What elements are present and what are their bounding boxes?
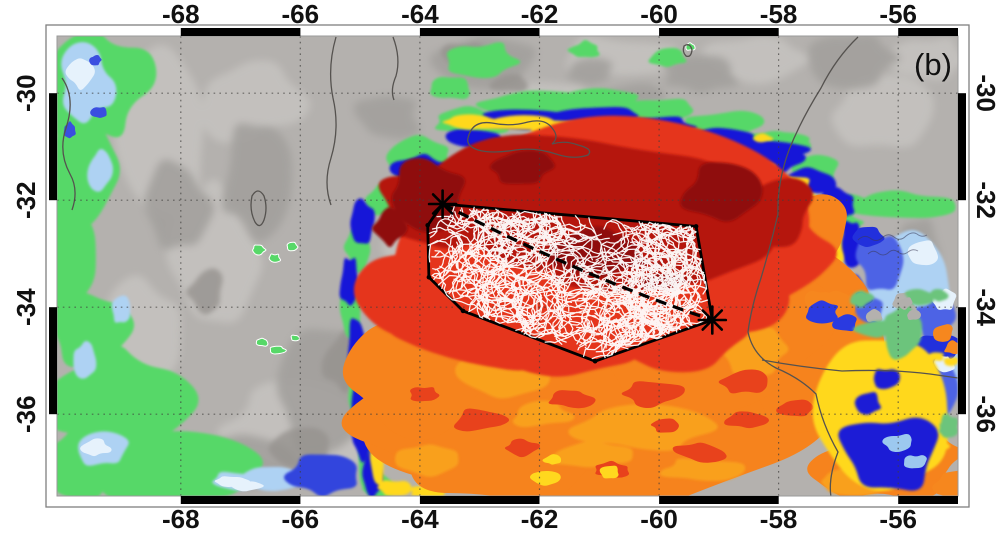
tick-top--68: -68	[162, 0, 200, 29]
tick-top--60: -60	[640, 0, 678, 29]
tick-left--36: -36	[11, 395, 41, 433]
tick-top--64: -64	[401, 0, 439, 29]
frame-border	[45, 24, 970, 508]
frame-checker-segment	[898, 28, 958, 36]
tick-bottom--60: -60	[640, 504, 678, 534]
tick-bottom--66: -66	[282, 504, 320, 534]
cold-speckles	[252, 42, 696, 355]
frame-checker-segment	[659, 28, 779, 36]
frame-checker-segment	[180, 496, 301, 504]
tick-bottom--68: -68	[162, 504, 200, 534]
coastline-border-lines	[61, 36, 958, 496]
frame-checker-segment	[958, 93, 966, 201]
cloud-layer	[410, 369, 814, 478]
tick-left--34: -34	[11, 288, 41, 326]
tick-right--36: -36	[971, 395, 1000, 433]
tick-left--30: -30	[11, 74, 41, 112]
tick-bottom--62: -62	[521, 504, 559, 534]
cloud-layer	[882, 434, 927, 469]
tick-top--66: -66	[282, 0, 320, 29]
axis-tick-labels: -68 -68 -66 -66 -64 -64 -62 -62 -60 -60 -58 -58 -56 -…	[11, 0, 1000, 534]
asterisk-marker	[697, 305, 728, 335]
frame-checker-segment	[419, 28, 540, 36]
frame-checker-segment	[958, 307, 966, 415]
frame-checker-segment	[419, 496, 540, 504]
tick-left--32: -32	[11, 181, 41, 219]
tick-right--34: -34	[971, 288, 1000, 326]
graticule-gridlines	[57, 36, 958, 496]
cloud-layer	[838, 369, 939, 491]
tick-top--56: -56	[879, 0, 917, 29]
cloud-layer	[897, 297, 922, 321]
tick-top--58: -58	[760, 0, 798, 29]
cloud-layer	[65, 58, 264, 492]
cloud-layer	[395, 326, 891, 496]
tick-bottom--64: -64	[401, 504, 439, 534]
lightning-flash-traces	[427, 206, 712, 360]
asterisk-marker	[427, 189, 458, 219]
tick-bottom--56: -56	[879, 504, 917, 534]
tick-right--32: -32	[971, 181, 1000, 219]
map-content: (b)	[57, 36, 958, 496]
map-name-squiggle	[857, 232, 928, 256]
frame-checker-segment	[49, 93, 57, 201]
frame-checker-segment	[659, 496, 779, 504]
tick-top--62: -62	[521, 0, 559, 29]
frame-checker-segment	[180, 28, 301, 36]
frame-checker-segment	[49, 307, 57, 415]
frame-checker-segment	[898, 496, 958, 504]
tick-bottom--58: -58	[760, 504, 798, 534]
panel-label: (b)	[914, 47, 952, 82]
cloud-layer	[530, 454, 619, 486]
tick-right--30: -30	[971, 74, 1000, 112]
dashed-track-line	[441, 202, 713, 322]
cloud-layer	[284, 454, 357, 496]
